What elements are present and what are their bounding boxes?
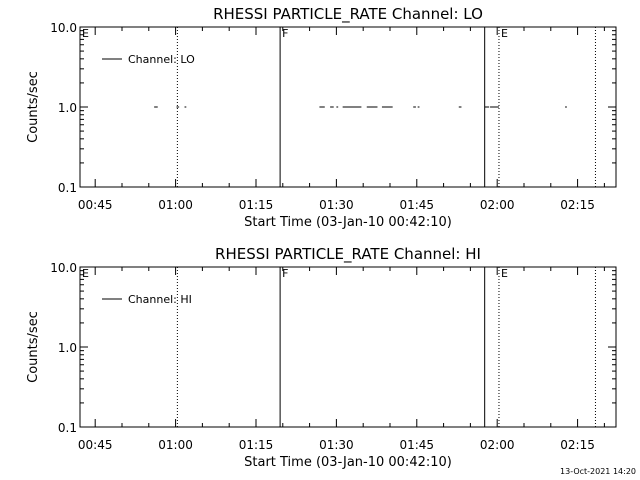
panel-2-flag-label-1: F	[282, 267, 288, 280]
panel-1-x-tick-label-3: 01:30	[319, 198, 354, 212]
panel-1-x-tick-label-5: 02:00	[480, 198, 515, 212]
panel-2-x-tick-label-6: 02:15	[560, 438, 595, 452]
panel-1-legend-label: Channel: LO	[128, 53, 195, 66]
panel-2-x-tick-label-0: 00:45	[78, 438, 113, 452]
panel-1-y-tick-label-1: 1.0	[58, 101, 77, 115]
panel-1-flag-label-0: E	[82, 27, 89, 40]
panel-1-y-tick-label-0: 0.1	[58, 181, 77, 195]
panel-1-x-tick-label-0: 00:45	[78, 198, 113, 212]
panel-1-y-tick-label-2: 10.0	[50, 21, 77, 35]
panel-2-y-tick-label-0: 0.1	[58, 421, 77, 435]
panel-2-y-tick-label-1: 1.0	[58, 341, 77, 355]
panel-1-x-tick-label-4: 01:45	[399, 198, 434, 212]
panel-2-y-tick-label-2: 10.0	[50, 261, 77, 275]
panel-2-legend-label: Channel: HI	[128, 293, 192, 306]
panel-1-x-tick-label-2: 01:15	[239, 198, 274, 212]
panel-1-title: RHESSI PARTICLE_RATE Channel: LO	[213, 5, 483, 24]
panel-2-y-axis-label: Counts/sec	[26, 311, 41, 383]
panel-2-flag-label-3: E	[501, 267, 508, 280]
panel-1-x-axis-label: Start Time (03-Jan-10 00:42:10)	[244, 215, 452, 230]
panel-1-x-tick-label-6: 02:15	[560, 198, 595, 212]
panel-2-x-tick-label-5: 02:00	[480, 438, 515, 452]
panel-2-x-tick-label-3: 01:30	[319, 438, 354, 452]
panel-1-x-tick-label-1: 01:00	[158, 198, 193, 212]
panel-2-x-tick-label-4: 01:45	[399, 438, 434, 452]
panel-1-flag-label-1: F	[282, 27, 288, 40]
panel-2-flag-label-0: E	[82, 267, 89, 280]
panel-2-x-tick-label-1: 01:00	[158, 438, 193, 452]
panel-2-x-tick-label-2: 01:15	[239, 438, 274, 452]
panel-1-y-axis-label: Counts/sec	[26, 71, 41, 143]
panel-2-title: RHESSI PARTICLE_RATE Channel: HI	[215, 245, 481, 264]
timestamp: 13-Oct-2021 14:20	[560, 467, 636, 476]
panel-2-x-axis-label: Start Time (03-Jan-10 00:42:10)	[244, 455, 452, 470]
panel-1-flag-label-3: E	[501, 27, 508, 40]
